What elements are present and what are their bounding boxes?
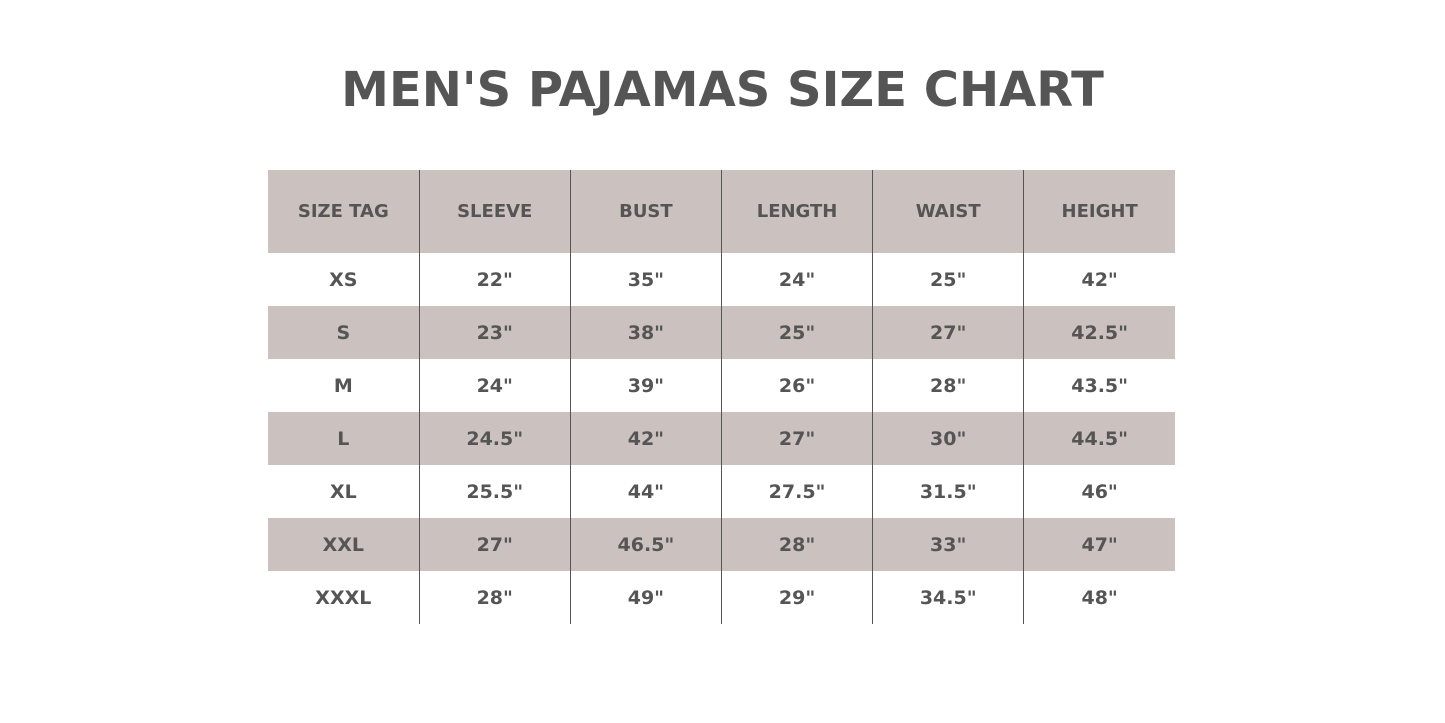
- measurement-cell: 39": [569, 359, 722, 412]
- measurement-cell: 44": [569, 465, 722, 518]
- table-row: L 24.5" 42" 27" 30" 44.5": [268, 412, 1175, 465]
- measurement-cell: 27": [720, 412, 874, 465]
- measurement-cell: 48": [1023, 571, 1175, 624]
- size-tag-cell: L: [268, 412, 420, 465]
- measurement-cell: 43.5": [1023, 359, 1175, 412]
- measurement-cell: 25.5": [418, 465, 571, 518]
- measurement-cell: 22": [418, 253, 571, 306]
- measurement-cell: 42": [1023, 253, 1175, 306]
- size-chart-table: SIZE TAG SLEEVE BUST LENGTH WAIST HEIGHT XS 22…: [268, 170, 1175, 624]
- header-row: SIZE TAG SLEEVE BUST LENGTH WAIST HEIGHT: [268, 170, 1175, 253]
- table-row: XL 25.5" 44" 27.5" 31.5" 46": [268, 465, 1175, 518]
- column-header: BUST: [569, 170, 722, 253]
- measurement-cell: 47": [1023, 518, 1175, 571]
- table-row: XS 22" 35" 24" 25" 42": [268, 253, 1175, 306]
- size-tag-cell: XS: [268, 253, 420, 306]
- page-title: MEN'S PAJAMAS SIZE CHART: [341, 62, 1104, 118]
- table-row: XXXL 28" 49" 29" 34.5" 48": [268, 571, 1175, 624]
- column-header: WAIST: [872, 170, 1025, 253]
- measurement-cell: 42.5": [1023, 306, 1175, 359]
- measurement-cell: 46.5": [569, 518, 722, 571]
- table-row: S 23" 38" 25" 27" 42.5": [268, 306, 1175, 359]
- size-tag-cell: XL: [268, 465, 420, 518]
- column-header: LENGTH: [720, 170, 874, 253]
- measurement-cell: 24.5": [418, 412, 571, 465]
- measurement-cell: 42": [569, 412, 722, 465]
- measurement-cell: 26": [720, 359, 874, 412]
- measurement-cell: 28": [418, 571, 571, 624]
- measurement-cell: 38": [569, 306, 722, 359]
- size-tag-cell: XXL: [268, 518, 420, 571]
- measurement-cell: 44.5": [1023, 412, 1175, 465]
- measurement-cell: 27": [872, 306, 1025, 359]
- measurement-cell: 27.5": [720, 465, 874, 518]
- column-header: HEIGHT: [1023, 170, 1175, 253]
- size-tag-cell: XXXL: [268, 571, 420, 624]
- table-row: XXL 27" 46.5" 28" 33" 47": [268, 518, 1175, 571]
- measurement-cell: 24": [720, 253, 874, 306]
- size-tag-cell: S: [268, 306, 420, 359]
- measurement-cell: 23": [418, 306, 571, 359]
- measurement-cell: 46": [1023, 465, 1175, 518]
- measurement-cell: 35": [569, 253, 722, 306]
- measurement-cell: 28": [720, 518, 874, 571]
- measurement-cell: 31.5": [872, 465, 1025, 518]
- measurement-cell: 25": [720, 306, 874, 359]
- measurement-cell: 24": [418, 359, 571, 412]
- measurement-cell: 30": [872, 412, 1025, 465]
- column-header: SIZE TAG: [268, 170, 420, 253]
- measurement-cell: 34.5": [872, 571, 1025, 624]
- size-tag-cell: M: [268, 359, 420, 412]
- measurement-cell: 27": [418, 518, 571, 571]
- table-row: M 24" 39" 26" 28" 43.5": [268, 359, 1175, 412]
- measurement-cell: 29": [720, 571, 874, 624]
- measurement-cell: 28": [872, 359, 1025, 412]
- measurement-cell: 25": [872, 253, 1025, 306]
- column-header: SLEEVE: [418, 170, 571, 253]
- measurement-cell: 33": [872, 518, 1025, 571]
- measurement-cell: 49": [569, 571, 722, 624]
